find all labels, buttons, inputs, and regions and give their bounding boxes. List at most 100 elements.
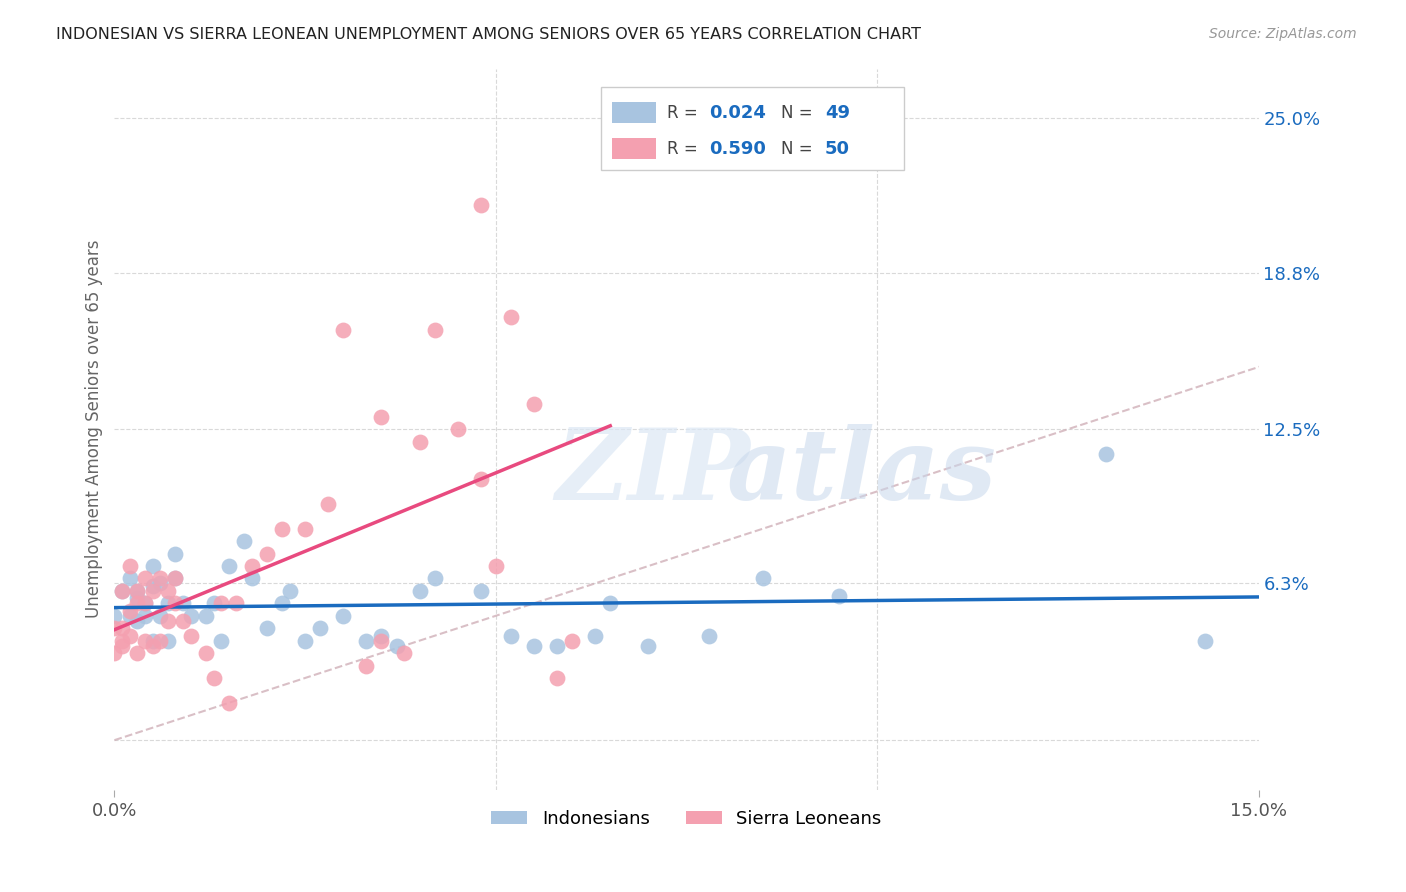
Point [103, 646, 125, 660]
Point [499, 629, 522, 643]
Point [111, 583, 134, 598]
Point [499, 310, 522, 325]
Point [103, 621, 125, 635]
Point [637, 639, 659, 653]
Point [423, 572, 446, 586]
Point [156, 633, 179, 648]
Point [165, 572, 187, 586]
FancyBboxPatch shape [600, 87, 904, 169]
Text: ZIP: ZIP [555, 425, 749, 521]
Text: 49: 49 [825, 103, 851, 121]
Point [370, 409, 392, 424]
Point [156, 614, 179, 628]
Point [127, 614, 149, 628]
Point [470, 472, 492, 486]
Point [233, 534, 256, 549]
Point [256, 621, 278, 635]
Point [332, 608, 354, 623]
Text: 50: 50 [825, 139, 851, 158]
Point [111, 639, 134, 653]
Point [141, 633, 163, 648]
Point [1095, 447, 1118, 461]
Text: R =: R = [666, 139, 703, 158]
Text: R =: R = [666, 103, 703, 121]
Point [127, 583, 149, 598]
Text: Source: ZipAtlas.com: Source: ZipAtlas.com [1209, 27, 1357, 41]
Point [127, 596, 149, 610]
Point [180, 629, 202, 643]
Point [134, 572, 156, 586]
Point [278, 583, 301, 598]
Point [134, 596, 156, 610]
Point [240, 559, 263, 574]
Text: INDONESIAN VS SIERRA LEONEAN UNEMPLOYMENT AMONG SENIORS OVER 65 YEARS CORRELATIO: INDONESIAN VS SIERRA LEONEAN UNEMPLOYMEN… [56, 27, 921, 42]
Text: N =: N = [782, 103, 818, 121]
Point [118, 559, 141, 574]
Text: 0.590: 0.590 [710, 139, 766, 158]
Point [354, 633, 377, 648]
Point [141, 579, 163, 593]
Text: atlas: atlas [727, 425, 997, 521]
Point [408, 583, 430, 598]
Point [583, 629, 606, 643]
Point [561, 633, 583, 648]
Point [225, 596, 247, 610]
Point [141, 639, 163, 653]
Point [370, 629, 392, 643]
Point [240, 572, 263, 586]
Point [202, 671, 225, 685]
Point [332, 323, 354, 337]
Point [134, 596, 156, 610]
Point [194, 646, 217, 660]
Point [523, 397, 546, 411]
Point [370, 633, 392, 648]
Point [316, 497, 339, 511]
Point [828, 589, 851, 603]
Point [165, 572, 187, 586]
Point [1194, 633, 1216, 648]
Point [180, 608, 202, 623]
Point [218, 696, 240, 710]
Point [385, 639, 408, 653]
Point [294, 522, 316, 536]
Y-axis label: Unemployment Among Seniors over 65 years: Unemployment Among Seniors over 65 years [86, 240, 103, 618]
Point [118, 629, 141, 643]
Point [394, 646, 416, 660]
Point [699, 629, 721, 643]
Point [127, 583, 149, 598]
Point [546, 639, 568, 653]
Point [752, 572, 775, 586]
Point [256, 547, 278, 561]
Point [599, 596, 621, 610]
Point [546, 671, 568, 685]
Point [209, 596, 232, 610]
Point [103, 608, 125, 623]
Point [149, 633, 172, 648]
Point [202, 596, 225, 610]
Point [194, 608, 217, 623]
Point [156, 583, 179, 598]
Point [294, 633, 316, 648]
Point [127, 646, 149, 660]
Point [447, 422, 470, 436]
Point [172, 596, 194, 610]
Point [134, 633, 156, 648]
Point [309, 621, 332, 635]
Point [165, 596, 187, 610]
Legend: Indonesians, Sierra Leoneans: Indonesians, Sierra Leoneans [484, 803, 889, 835]
Point [118, 604, 141, 618]
Point [118, 572, 141, 586]
Point [149, 576, 172, 591]
Point [485, 559, 508, 574]
Point [165, 547, 187, 561]
Point [149, 608, 172, 623]
Text: N =: N = [782, 139, 818, 158]
Point [118, 608, 141, 623]
FancyBboxPatch shape [612, 103, 655, 122]
Point [111, 633, 134, 648]
Point [111, 621, 134, 635]
Point [209, 633, 232, 648]
Point [423, 323, 446, 337]
Point [111, 583, 134, 598]
Point [354, 658, 377, 673]
